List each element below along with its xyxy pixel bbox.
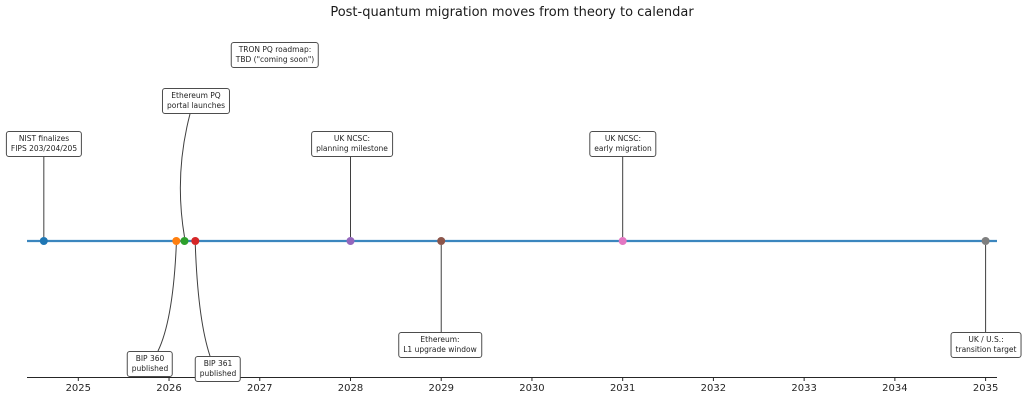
event-callout-line: published [131,363,169,373]
x-tick-label-2032: 2032 [700,383,727,394]
event-marker-uk-ncsc-early-migration [618,237,627,245]
event-callout-ethereum-l1-upgrade-window: Ethereum: L1 upgrade window [398,332,482,358]
x-tick-label-2028: 2028 [337,383,364,394]
event-callout-ethereum-pq-portal-launches: Ethereum PQ portal launches [161,88,231,114]
event-marker-ethereum-l1-upgrade-window [437,237,446,245]
event-connector-ethereum-pq-portal-launches [179,113,191,238]
event-callout-uk-ncsc-planning-milestone: UK NCSC: planning milestone [311,131,393,157]
event-callout-line: planning milestone [316,143,388,153]
event-callout-uk-us-transition-target: UK / U.S.: transition target [950,332,1022,358]
event-callout-line: BIP 360 [135,354,165,363]
event-callout-line: Ethereum PQ [171,91,221,100]
event-callout-line: published [199,368,237,378]
event-marker-nist-fips-finalized [39,237,48,245]
x-tick-label-2029: 2029 [428,383,454,394]
event-callout-line: early migration [594,143,652,153]
x-tick-label-2030: 2030 [519,383,545,394]
x-tick-label-2025: 2025 [65,383,92,394]
x-tick-label-2031: 2031 [609,383,636,394]
x-tick-label-2035: 2035 [972,383,999,394]
event-callout-line: UK / U.S.: [968,335,1004,344]
event-callout-bip-360-published: BIP 360 published [126,351,174,377]
event-callout-nist-fips-finalized: NIST finalizes FIPS 203/204/205 [5,131,83,157]
event-callout-line: UK NCSC: [604,134,642,143]
event-marker-bip-360-published [172,237,181,245]
chart-title: Post-quantum migration moves from theory… [330,5,694,20]
event-callout-line: Ethereum: [420,335,460,344]
event-marker-ethereum-pq-portal-launches [180,237,189,245]
event-marker-uk-ncsc-planning-milestone [346,237,355,245]
event-callout-line: transition target [955,344,1017,354]
event-callout-bip-361-published: BIP 361 published [194,356,242,382]
event-callout-line: NIST finalizes [18,134,70,143]
event-callout-uk-ncsc-early-migration: UK NCSC: early migration [589,131,657,157]
event-callout-line: FIPS 203/204/205 [10,143,78,153]
event-connector-bip-360-published [157,244,177,352]
event-marker-uk-us-transition-target [981,237,990,245]
event-callout-line: TBD ("coming soon") [235,54,315,64]
x-tick-label-2033: 2033 [791,383,817,394]
x-tick-label-2026: 2026 [156,383,182,394]
event-callout-line: L1 upgrade window [403,344,477,354]
event-callout-line: UK NCSC: [333,134,371,143]
event-callout-line: TRON PQ roadmap: [238,45,312,54]
event-callout-line: portal launches [166,100,226,110]
event-connector-bip-361-published [194,244,211,357]
x-tick-label-2027: 2027 [247,383,273,394]
x-tick-label-2034: 2034 [882,383,908,394]
event-callout-tron-pq-roadmap-tbd: TRON PQ roadmap: TBD ("coming soon") [230,42,320,68]
event-callout-line: BIP 361 [203,359,233,368]
event-marker-bip-361-published [191,237,200,245]
